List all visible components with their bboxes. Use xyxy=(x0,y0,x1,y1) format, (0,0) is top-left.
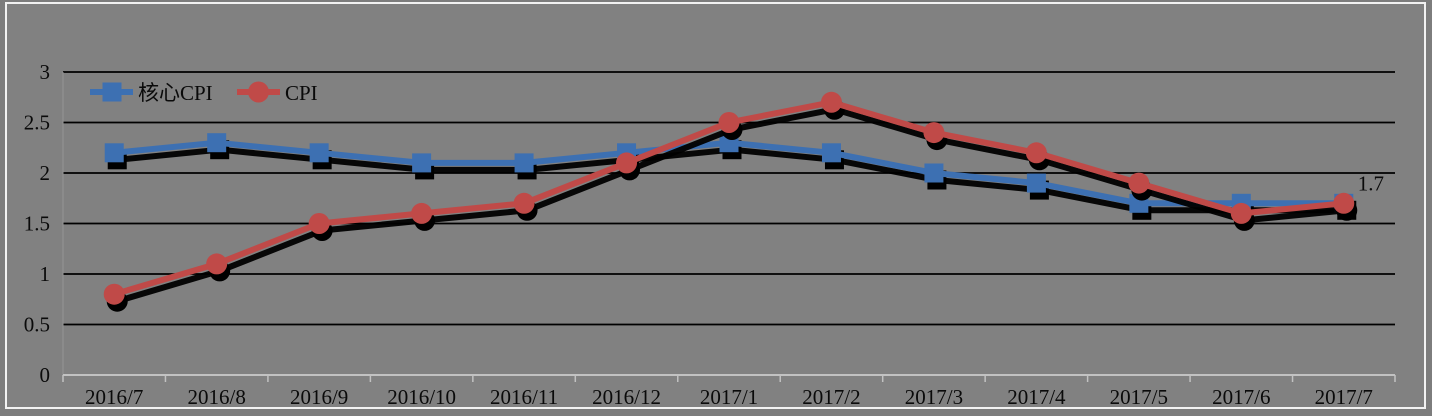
y-tick-label: 3 xyxy=(40,60,51,84)
y-tick-label: 1.5 xyxy=(24,212,50,236)
square-marker xyxy=(309,143,329,163)
circle-marker xyxy=(718,112,740,133)
legend-label-cpi: CPI xyxy=(285,81,318,105)
gridlines xyxy=(63,71,1395,326)
circle-marker xyxy=(1128,172,1150,194)
square-marker xyxy=(207,133,227,153)
x-tick-label: 2017/2 xyxy=(802,385,860,409)
x-tick-label: 2016/7 xyxy=(85,385,143,409)
x-tick-label: 2016/8 xyxy=(188,385,246,409)
x-tick-label: 2016/11 xyxy=(490,385,558,409)
circle-marker xyxy=(1025,142,1047,164)
square-marker xyxy=(1026,173,1046,193)
x-tick-label: 2017/3 xyxy=(905,385,963,409)
legend-item-core-cpi: 核心CPI xyxy=(90,81,213,105)
circle-marker xyxy=(923,122,945,144)
square-marker xyxy=(514,153,534,173)
y-tick-label: 2.5 xyxy=(24,111,50,135)
y-tick-label: 2 xyxy=(40,161,51,185)
y-tick-label: 0 xyxy=(40,363,51,387)
x-tick-label: 2017/6 xyxy=(1212,385,1270,409)
legend-label-core-cpi: 核心CPI xyxy=(138,81,213,105)
series-core-cpi xyxy=(104,133,1357,220)
x-tick-label: 2016/9 xyxy=(290,385,348,409)
x-tick-label: 2017/1 xyxy=(700,385,758,409)
legend-circle-marker xyxy=(248,81,269,103)
circle-marker xyxy=(1230,202,1252,224)
square-marker xyxy=(821,143,841,163)
x-tick-label: 2016/12 xyxy=(592,385,661,409)
x-tick-label: 2017/4 xyxy=(1007,385,1066,409)
circle-marker xyxy=(103,283,125,305)
square-marker xyxy=(412,153,432,173)
y-tick-label: 0.5 xyxy=(24,313,50,337)
circle-marker xyxy=(1333,192,1355,214)
y-axis-labels: 3 2.5 2 1.5 1 0.5 0 xyxy=(24,60,50,387)
legend-item-cpi: CPI xyxy=(237,81,318,105)
square-marker xyxy=(104,143,124,163)
x-axis-labels: 2016/7 2016/8 2016/9 2016/10 2016/11 2016/12 2… xyxy=(85,385,1373,409)
circle-marker xyxy=(411,202,433,224)
axes xyxy=(62,72,1396,382)
x-tick-label: 2017/7 xyxy=(1315,385,1373,409)
last-value-data-label: 1.7 xyxy=(1358,171,1384,195)
circle-marker xyxy=(513,192,535,214)
circle-marker xyxy=(616,152,638,174)
square-marker xyxy=(924,163,944,183)
legend-square-marker xyxy=(102,82,122,102)
y-tick-label: 1 xyxy=(40,262,51,286)
x-tick-label: 2017/5 xyxy=(1110,385,1168,409)
circle-marker xyxy=(308,213,330,234)
legend: 核心CPI CPI xyxy=(90,81,318,105)
circle-marker xyxy=(206,253,228,275)
series-cpi xyxy=(103,91,1358,312)
x-tick-label: 2016/10 xyxy=(387,385,456,409)
circle-marker xyxy=(820,91,842,113)
